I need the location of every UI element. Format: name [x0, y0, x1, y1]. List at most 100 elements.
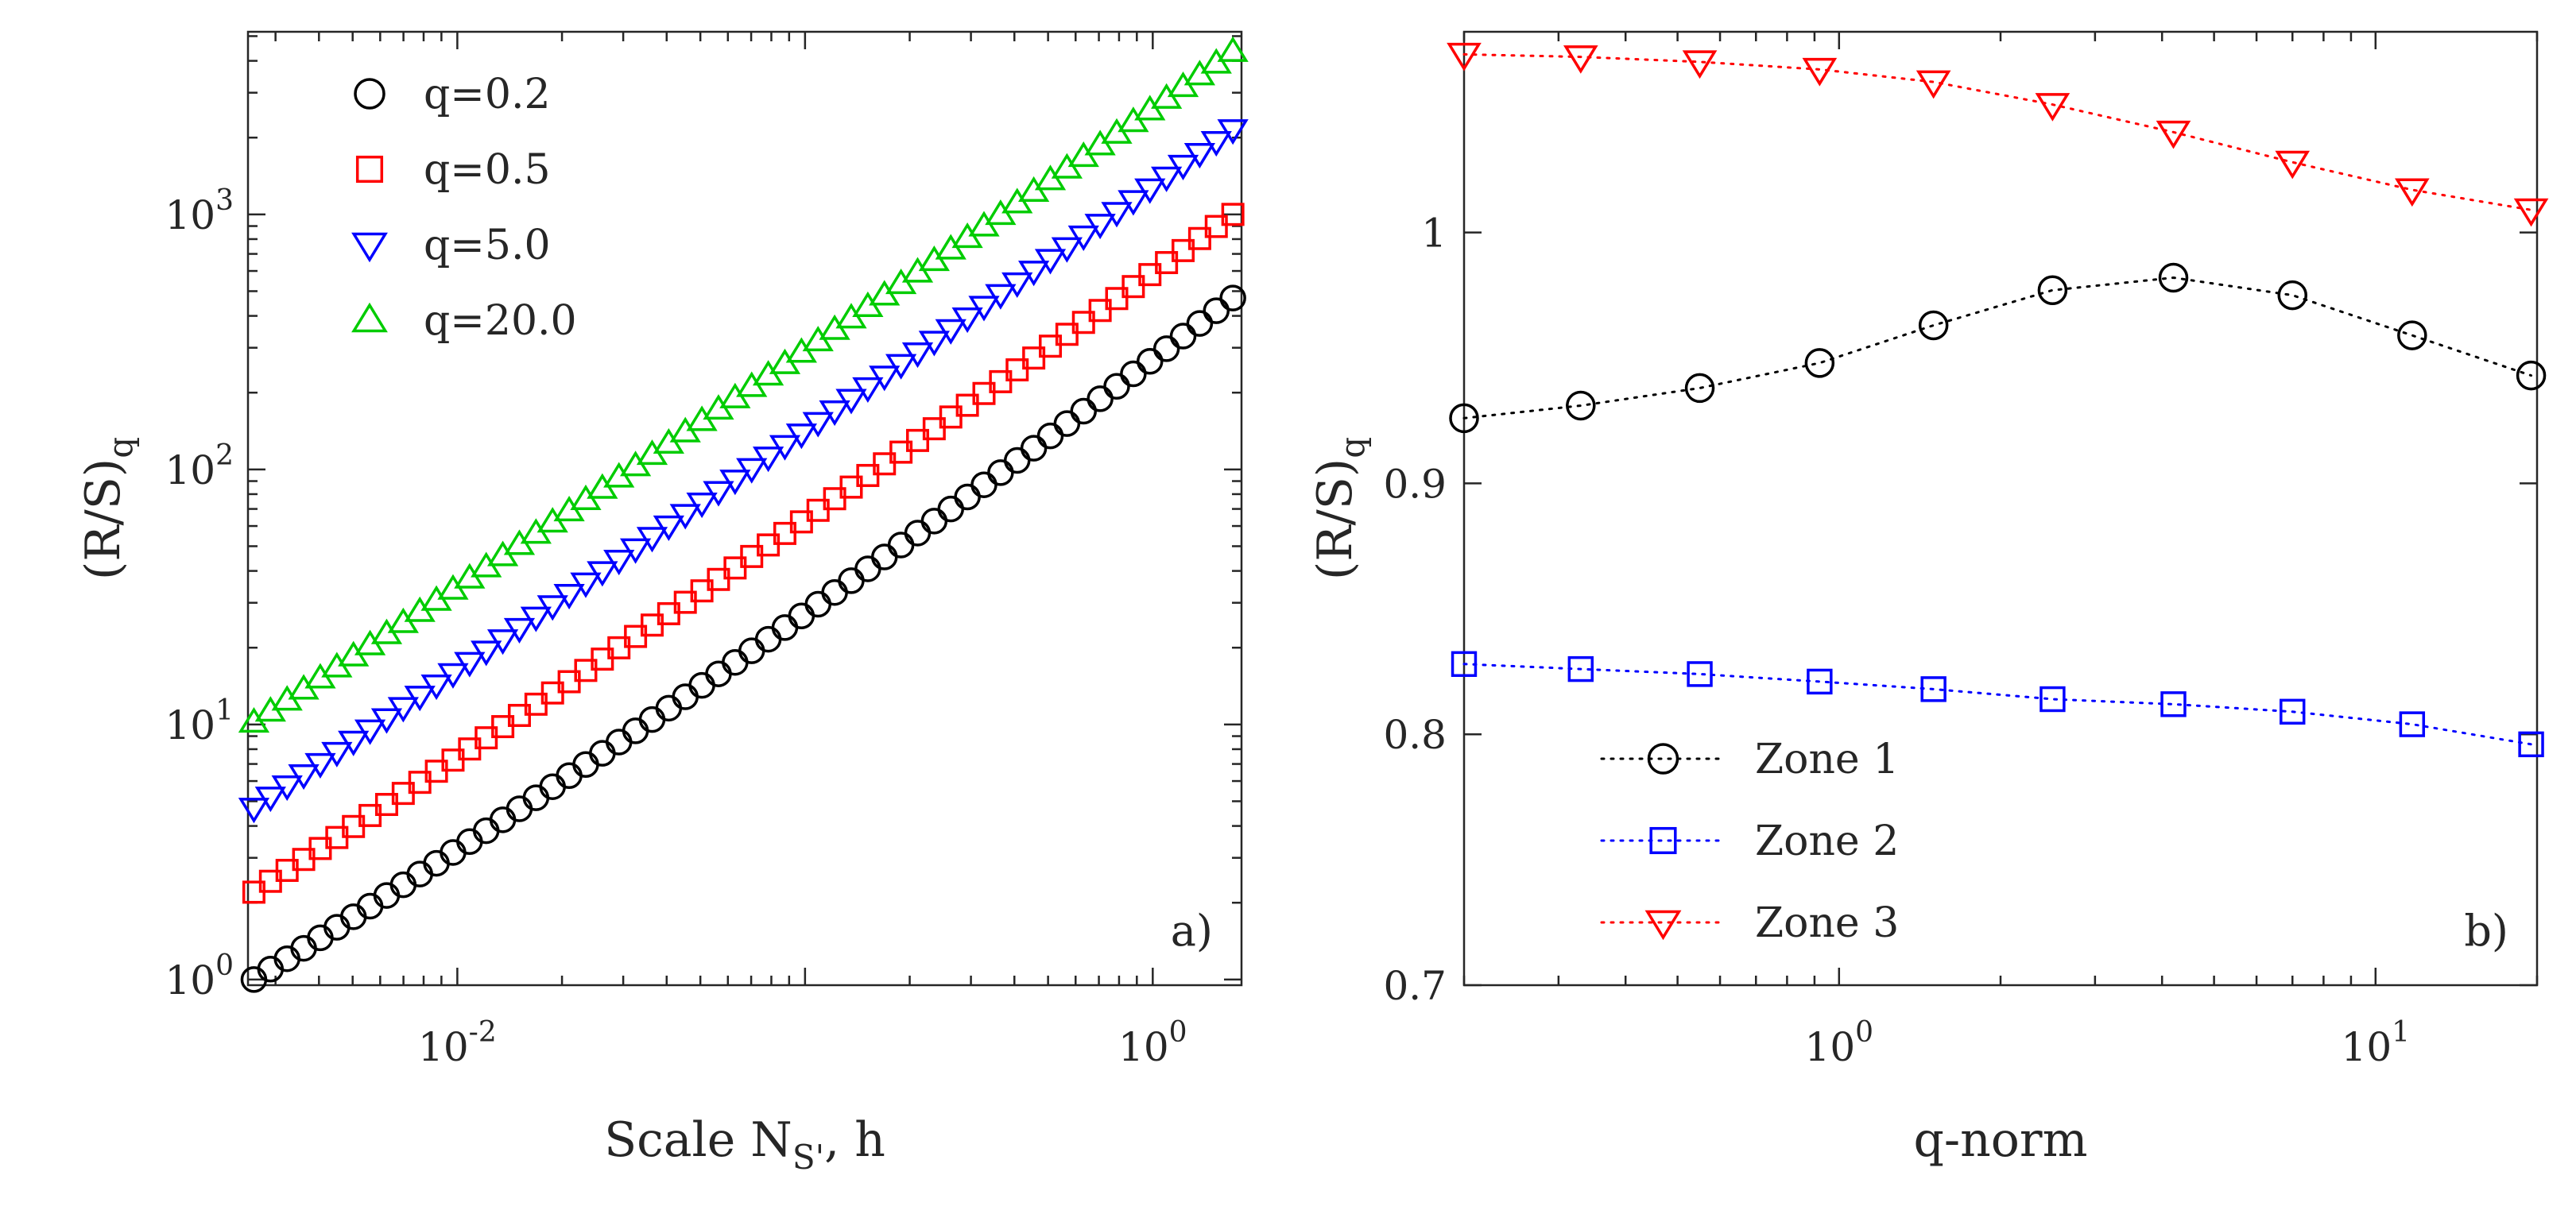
- panel-a-x-axis-label: Scale NS', h: [604, 1112, 885, 1177]
- panel-a-x-tick-exp: -2: [469, 1016, 497, 1049]
- panel-a-point: [1120, 360, 1147, 388]
- panel-a-point: [1152, 335, 1180, 362]
- panel-a-point: [722, 648, 749, 676]
- panel-b-y-axis-label-sub: q: [1333, 437, 1372, 458]
- panel-a-point: [802, 412, 834, 438]
- panel-a-legend-marker: [355, 155, 384, 184]
- panel-a-point: [939, 405, 963, 429]
- panel-b-point: [1687, 661, 1713, 687]
- panel-b-point: [2513, 198, 2549, 227]
- panel-a-point: [539, 773, 566, 800]
- panel-a-point: [705, 660, 732, 687]
- panel-a-point: [653, 515, 684, 541]
- panel-a-point: [972, 381, 996, 405]
- panel-a-legend-label: q=0.5: [424, 146, 551, 194]
- panel-a-point: [389, 871, 417, 899]
- panel-b-point: [1916, 70, 1951, 99]
- panel-a-y-tick-label: 102: [165, 439, 234, 493]
- panel-a-point: [454, 651, 486, 678]
- panel-b-point: [2039, 686, 2066, 713]
- panel-b-point: [1682, 50, 1718, 79]
- panel-a-point: [603, 549, 635, 576]
- panel-b-series-line: [1462, 276, 2533, 419]
- panel-a-point: [1138, 263, 1162, 287]
- panel-a-point: [503, 617, 536, 644]
- panel-a-point: [835, 389, 867, 415]
- panel-a-point: [537, 595, 568, 621]
- panel-a-legend-marker: [354, 78, 385, 110]
- panel-a-point: [339, 903, 367, 930]
- panel-a-legend-label: q=20.0: [424, 297, 577, 345]
- panel-a-point: [870, 543, 898, 570]
- panel-b-axes-frame: [1462, 30, 2539, 987]
- panel-a-label: a): [1171, 906, 1213, 956]
- panel-a-point: [404, 686, 436, 712]
- panel-a-point: [1034, 249, 1067, 275]
- panel-a-point: [757, 533, 781, 557]
- panel-a-y-tick-label: 100: [165, 949, 234, 1003]
- panel-a-point: [1087, 385, 1114, 412]
- panel-b-point: [1918, 310, 1949, 341]
- panel-a-point: [587, 561, 618, 587]
- panel-b-point: [2156, 120, 2191, 149]
- panel-a-point: [1183, 142, 1216, 169]
- panel-a-y-tick-exp: 3: [215, 184, 234, 217]
- panel-a-point: [387, 697, 419, 723]
- panel-b-legend-label: Zone 2: [1755, 818, 1899, 865]
- panel-a-point: [1051, 237, 1083, 263]
- panel-a-y-axis-label-main: (R/S): [76, 458, 131, 580]
- panel-a-point: [1088, 299, 1112, 323]
- panel-a-point: [773, 521, 796, 545]
- panel-a-point: [1167, 154, 1199, 180]
- panel-a-legend-label: q=0.2: [424, 71, 551, 118]
- panel-a-x-tick-base: 10: [1118, 1024, 1169, 1070]
- panel-b-series-triangle-down: [1447, 42, 2549, 227]
- panel-a-point: [570, 572, 602, 598]
- panel-a-point: [703, 481, 734, 507]
- panel-a-point: [1137, 348, 1164, 375]
- panel-b-point: [1451, 651, 1478, 677]
- panel-b-point: [2037, 275, 2068, 306]
- panel-b-point: [1566, 390, 1596, 421]
- panel-a-point: [769, 435, 801, 461]
- panel-a-y-tick-base: 10: [165, 192, 215, 238]
- panel-b-y-tick-label: 0.8: [1383, 712, 1447, 758]
- panel-a-point: [323, 914, 351, 941]
- panel-a-point: [1187, 226, 1211, 250]
- panel-a-point: [1084, 214, 1116, 240]
- panel-a-point: [819, 400, 850, 427]
- panel-a-point: [789, 510, 813, 534]
- panel-a-point: [889, 440, 913, 464]
- panel-b-point: [2516, 360, 2547, 391]
- panel-a-point: [288, 764, 320, 791]
- panel-a-x-axis-label-sub: S': [792, 1138, 824, 1177]
- panel-a-point: [1018, 261, 1050, 287]
- panel-a-point: [935, 319, 966, 345]
- panel-a-point: [1105, 287, 1129, 311]
- panel-a-point: [1103, 373, 1130, 400]
- panel-b-x-axis-label: q-norm: [1913, 1112, 2087, 1168]
- panel-a-point: [1151, 166, 1183, 192]
- panel-a-legend-label: q=5.0: [424, 222, 551, 269]
- panel-a-point: [1004, 447, 1031, 474]
- panel-a-point: [1055, 323, 1079, 346]
- panel-a-point: [686, 492, 718, 519]
- panel-b-point: [2399, 711, 2426, 737]
- panel-b-series-line: [1462, 52, 2533, 211]
- panel-a-point: [1121, 275, 1145, 299]
- panel-a-point: [736, 458, 768, 484]
- panel-a-point: [955, 393, 979, 417]
- panel-a-point: [771, 614, 799, 641]
- panel-a-y-tick-exp: 0: [215, 949, 234, 982]
- panel-a-point: [354, 719, 386, 745]
- panel-a-point: [304, 752, 336, 779]
- panel-a-point: [985, 284, 1017, 310]
- panel-b-x-tick-exp: 0: [1855, 1016, 1873, 1049]
- panel-a-point: [856, 463, 880, 487]
- panel-a-point: [688, 671, 715, 699]
- panel-b-y-tick-label: 1: [1421, 211, 1447, 257]
- panel-a-point: [1172, 238, 1195, 262]
- panel-a-point: [486, 629, 519, 655]
- panel-a-point: [1200, 131, 1232, 157]
